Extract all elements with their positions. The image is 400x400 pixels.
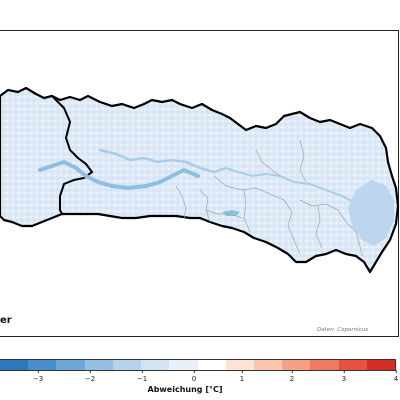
valley-east <box>225 167 359 205</box>
colorbar-segment <box>112 360 142 370</box>
colorbar-title: Abweichung [°C] <box>147 385 223 394</box>
colorbar-segment <box>253 360 283 370</box>
colorbar-segment <box>56 360 85 370</box>
tick-text: 0 <box>191 375 197 383</box>
region-area <box>0 86 400 274</box>
tick-text: −1 <box>136 375 148 383</box>
colorbar-tick-label: 3 <box>341 370 347 383</box>
colorbar-segment <box>28 360 57 370</box>
colorbar-segment <box>0 360 29 370</box>
colorbar-segment <box>169 360 198 370</box>
tick-text: 4 <box>393 375 399 383</box>
valley-river <box>38 159 200 191</box>
colorbar-tick-label: 1 <box>239 370 245 383</box>
colorbar-tick-label: 4 <box>393 370 399 383</box>
map-canvas <box>0 86 400 274</box>
colorbar-segment <box>310 360 339 370</box>
valley-tributary <box>98 148 228 174</box>
colorbar-tick-label: −3 <box>32 370 44 383</box>
data-credit: Daten: Copernicus <box>317 327 368 333</box>
colorbar <box>0 359 396 371</box>
colorbar-segment <box>366 360 396 370</box>
tick-text: −2 <box>84 375 96 383</box>
lake-area <box>222 210 240 216</box>
colorbar-tick-label: −1 <box>136 370 148 383</box>
colorbar-tick-label: 0 <box>191 370 197 383</box>
colorbar-segment <box>282 360 311 370</box>
colorbar-segment <box>84 360 113 370</box>
district-lines <box>175 139 363 257</box>
tick-text: −3 <box>32 375 44 383</box>
district-border-west <box>51 95 94 215</box>
cutoff-label: er <box>0 315 12 326</box>
colorbar-ticks: −3 −2 −1 0 1 2 3 4 <box>0 370 400 385</box>
colorbar-segment <box>225 360 254 370</box>
colorbar-tick-label: −2 <box>84 370 96 383</box>
tick-text: 3 <box>341 375 347 383</box>
tick-text: 1 <box>239 375 245 383</box>
colorbar-segment <box>197 360 226 370</box>
colorbar-tick-label: 2 <box>289 370 295 383</box>
east-basin <box>348 180 394 246</box>
colorbar-segment <box>141 360 170 370</box>
tick-text: 2 <box>289 375 295 383</box>
colorbar-segment <box>338 360 367 370</box>
